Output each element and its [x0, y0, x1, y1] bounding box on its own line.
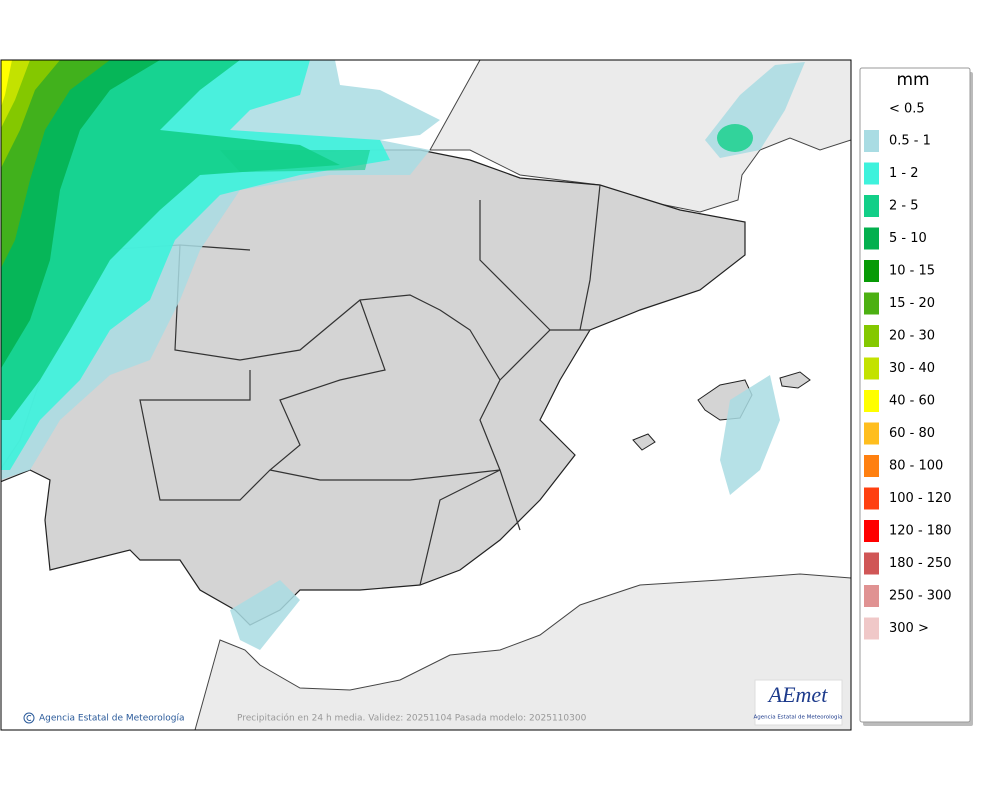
legend-label: 120 - 180: [889, 524, 952, 539]
logo-subtitle: Agencia Estatal de Meteorología: [754, 714, 843, 721]
legend-label: 20 - 30: [889, 329, 935, 344]
legend-swatch: [864, 487, 879, 510]
legend-label: 250 - 300: [889, 589, 952, 604]
legend-label: 5 - 10: [889, 231, 927, 246]
legend-title: mm: [896, 70, 929, 90]
legend-swatch: [864, 552, 879, 575]
precip-15-20: [1, 60, 110, 268]
legend-swatch: [864, 292, 879, 315]
legend-label: 60 - 80: [889, 426, 935, 441]
legend-swatch: [864, 227, 879, 250]
logo-name: AEmet: [767, 682, 829, 707]
legend-below: < 0.5: [889, 102, 925, 117]
credit: Agencia Estatal de Meteorología: [23, 712, 185, 724]
logo: AEmet Agencia Estatal de Meteorología: [754, 679, 843, 726]
legend-label: 300 >: [889, 621, 929, 636]
legend-label: 100 - 120: [889, 491, 952, 506]
legend-label: 1 - 2: [889, 166, 919, 181]
legend-swatch: [864, 357, 879, 380]
caption: Precipitación en 24 h media. Validez: 20…: [237, 713, 587, 724]
legend-label: 30 - 40: [889, 361, 935, 376]
precip-40-60: [1, 60, 12, 107]
legend-label: 2 - 5: [889, 199, 919, 214]
legend-swatch: [864, 325, 879, 347]
legend-swatch: [864, 390, 879, 412]
precip-east: [230, 62, 805, 650]
precip-east-core: [717, 124, 753, 152]
legend-swatch: [864, 585, 879, 607]
ibiza: [632, 433, 656, 451]
legend-swatch: [864, 130, 879, 152]
legend-swatch: [864, 422, 879, 445]
legend-swatch: [864, 260, 879, 282]
legend-swatch: [864, 520, 879, 542]
ne-highlight: [220, 150, 370, 172]
legend-label: 180 - 250: [889, 556, 952, 571]
legend-swatch: [864, 455, 879, 477]
legend: mm < 0.5 0.5 - 1 1 - 2 2 - 5 5 - 10 10 - 15 1…: [859, 67, 973, 726]
legend-label: 15 - 20: [889, 296, 935, 311]
credit-text: Agencia Estatal de Meteorología: [39, 714, 185, 724]
africa: [194, 573, 851, 730]
legend-swatch: [864, 162, 879, 185]
legend-label: 80 - 100: [889, 459, 943, 474]
menorca: [779, 371, 811, 389]
map-frame: [0, 59, 852, 731]
legend-label: 0.5 - 1: [889, 134, 931, 149]
legend-swatch: [864, 617, 879, 640]
legend-label: 10 - 15: [889, 264, 935, 279]
map: Agencia Estatal de Meteorología Precipit…: [1, 60, 851, 730]
legend-label: 40 - 60: [889, 394, 935, 409]
legend-swatch: [864, 195, 879, 217]
